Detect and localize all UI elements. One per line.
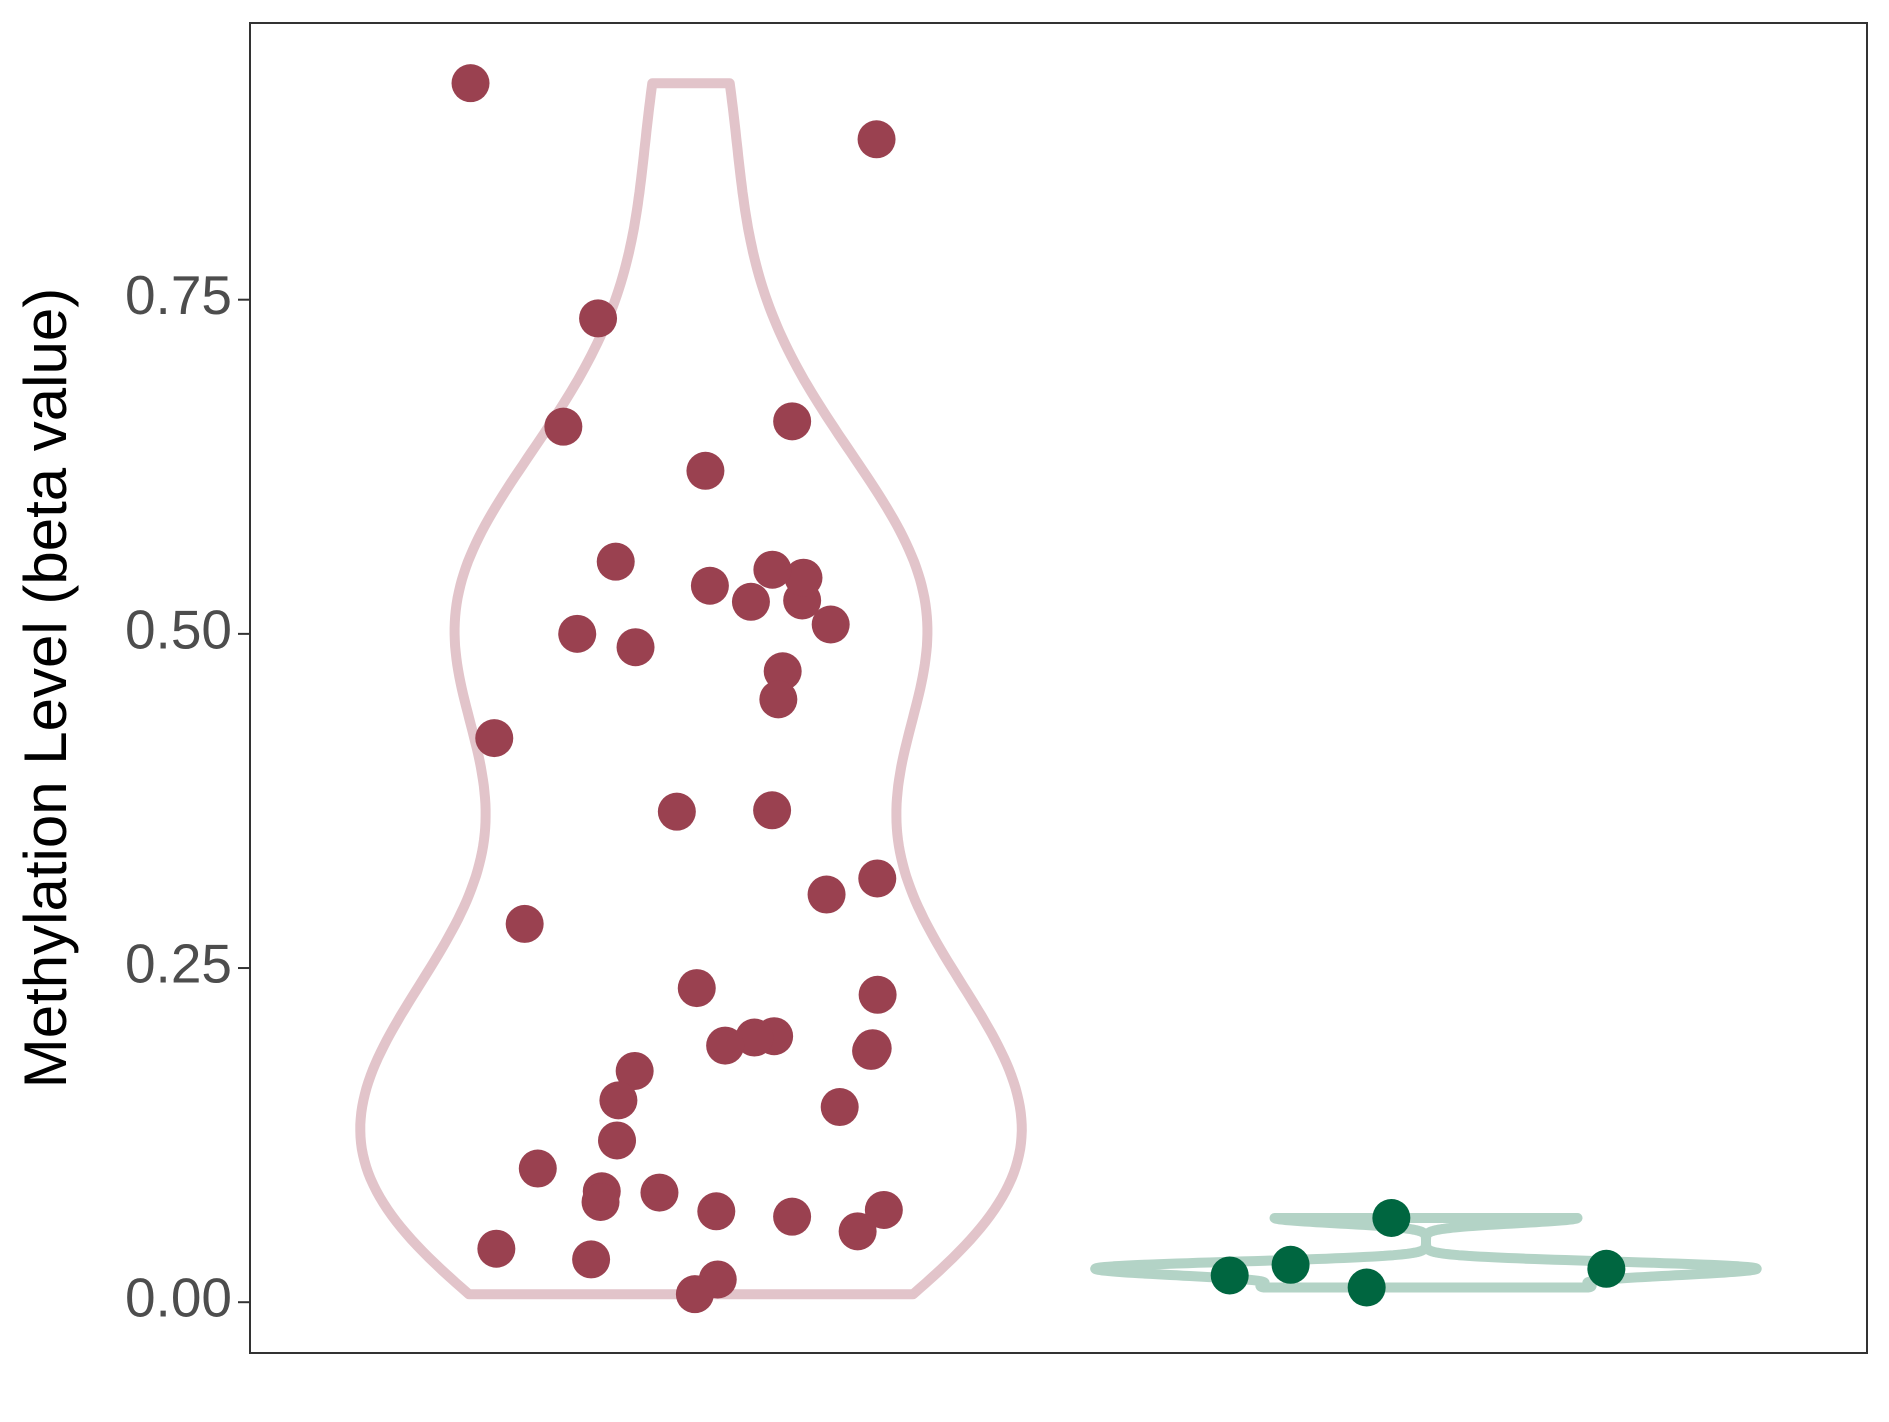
violin (1090, 1213, 1762, 1293)
data-point (598, 1121, 637, 1160)
data-point (599, 1081, 638, 1120)
data-point (686, 451, 725, 490)
data-point (1271, 1245, 1310, 1284)
data-point (558, 614, 597, 653)
violin (355, 78, 1027, 1300)
data-point (1587, 1249, 1626, 1288)
y-tick-label: 0.50 (125, 598, 232, 660)
data-point (811, 605, 850, 644)
data-point (807, 875, 846, 914)
data-point (572, 1240, 611, 1279)
data-point (697, 1192, 736, 1231)
data-point (675, 1275, 714, 1314)
data-point (544, 407, 583, 446)
data-point (784, 558, 823, 597)
data-point (640, 1173, 679, 1212)
data-point (690, 566, 729, 605)
y-tick-label: 0.25 (125, 933, 232, 995)
data-point (505, 904, 544, 943)
data-point (773, 1197, 812, 1236)
data-point (735, 1018, 774, 1057)
data-point (773, 402, 812, 441)
data-point (581, 1182, 620, 1221)
y-tick-label: 0.00 (125, 1267, 232, 1329)
data-point (477, 1229, 516, 1268)
data-point (858, 859, 897, 898)
data-point (579, 299, 618, 338)
data-point (615, 1051, 654, 1090)
data-point (759, 680, 798, 719)
data-point (838, 1212, 877, 1251)
data-point (451, 64, 490, 103)
data-point (677, 969, 716, 1008)
data-point (763, 652, 802, 691)
data-point (1347, 1268, 1386, 1307)
data-point (753, 550, 792, 589)
data-point (753, 791, 792, 830)
data-point (731, 582, 770, 621)
data-point (857, 120, 896, 159)
data-point (616, 628, 655, 667)
data-point (475, 719, 514, 758)
data-point (858, 975, 897, 1014)
data-point (657, 792, 696, 831)
y-axis-title: Methylation Level (beta value) (12, 288, 79, 1088)
data-point (1210, 1256, 1249, 1295)
data-point (706, 1026, 745, 1065)
data-point (864, 1190, 903, 1229)
data-point (596, 542, 635, 581)
y-tick-label: 0.75 (125, 264, 232, 326)
data-point (518, 1149, 557, 1188)
plot-frame (249, 22, 1868, 1354)
data-point (1372, 1198, 1411, 1237)
data-point (852, 1031, 891, 1070)
data-point (820, 1088, 859, 1127)
